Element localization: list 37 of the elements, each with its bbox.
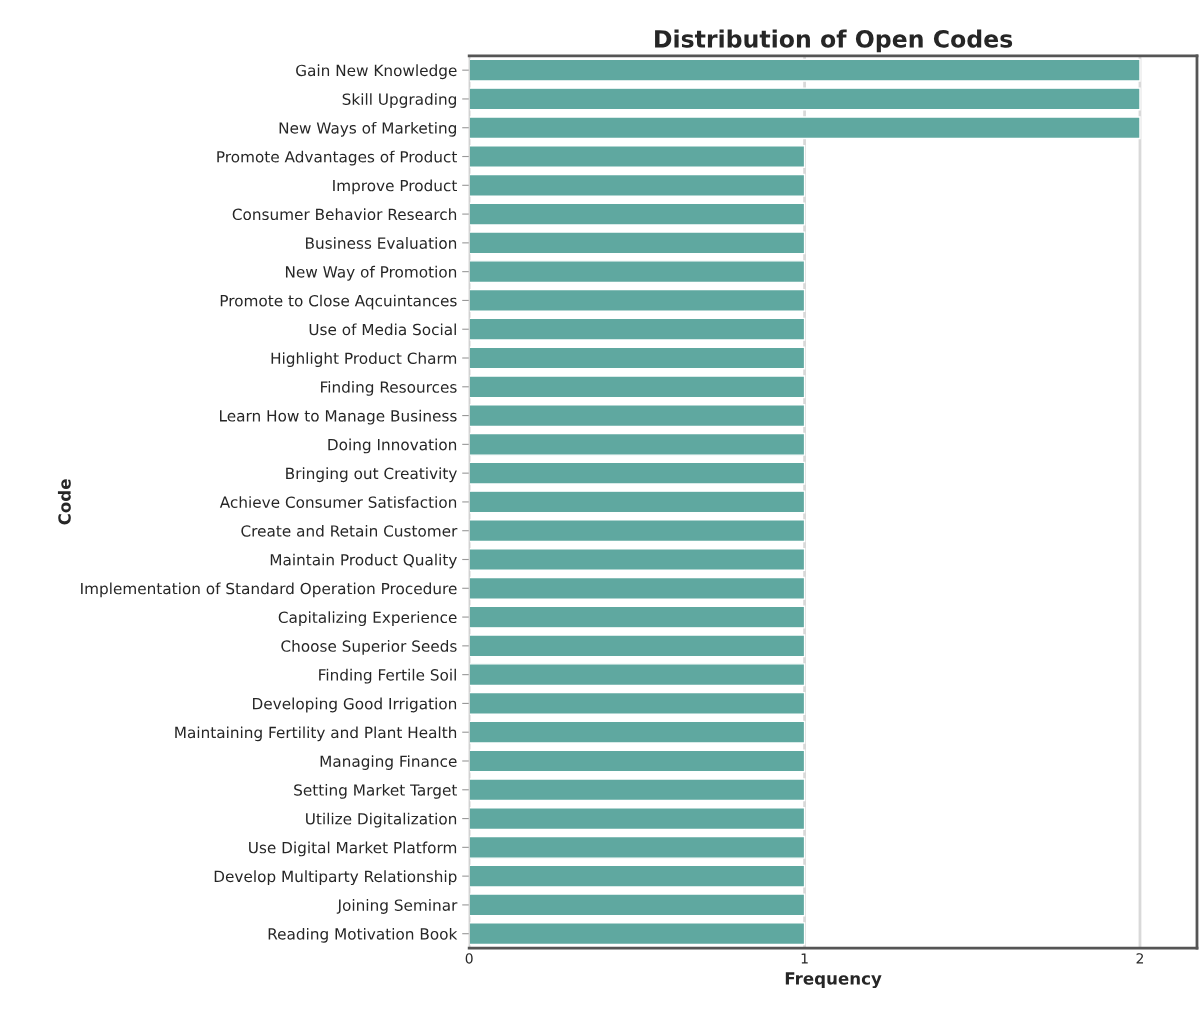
y-tick-label: Maintaining Fertility and Plant Health bbox=[175, 726, 457, 742]
y-tick-label: Create and Retain Customer bbox=[241, 524, 458, 537]
y-tick-label: Learn How to Manage Business bbox=[220, 409, 457, 425]
y-tick-label: Maintain Product Quality bbox=[270, 553, 457, 569]
y-tick-label: Gain New Knowledge bbox=[296, 64, 457, 80]
y-tick-label: Use of Media Social bbox=[309, 323, 456, 336]
y-tick-label: Promote to Close Aqcuintances bbox=[220, 294, 457, 310]
y-tick-label: Finding Resources bbox=[321, 380, 457, 396]
y-tick-label: Consumer Behavior Research bbox=[232, 208, 457, 221]
y-tick-label: Managing Finance bbox=[320, 755, 457, 770]
y-tick-label: Develop Multiparty Relationship bbox=[214, 870, 457, 886]
y-tick-label: Capitalizing Experience bbox=[278, 611, 457, 627]
y-tick-label: Implementation of Standard Operation Procedure bbox=[81, 582, 457, 598]
y-tick-label: Choose Superior Seeds bbox=[281, 640, 457, 655]
x-tick-label: 2 bbox=[1136, 953, 1143, 964]
y-tick-label: Finding Fertile Soil bbox=[319, 668, 456, 684]
y-tick-label: Joining Seminar bbox=[336, 899, 458, 914]
y-tick-label: Setting Market Target bbox=[294, 783, 457, 799]
y-tick-label: New Way of Promotion bbox=[285, 265, 457, 281]
y-tick-label: Highlight Product Charm bbox=[271, 352, 457, 367]
y-tick-label: Doing Innovation bbox=[328, 438, 457, 454]
x-tick-label: 1 bbox=[801, 953, 808, 964]
x-axis-title: Frequency bbox=[785, 972, 882, 989]
y-tick-label: Business Evaluation bbox=[306, 237, 457, 249]
y-tick-label: Skill Upgrading bbox=[342, 93, 456, 108]
y-tick-label: Developing Good Irrigation bbox=[253, 697, 457, 713]
y-tick-label: Promote Advantages of Product bbox=[217, 150, 457, 166]
y-tick-label: Achieve Consumer Satisfaction bbox=[219, 496, 457, 508]
y-axis-title: Code bbox=[57, 479, 71, 525]
y-tick-label: Bringing out Creativity bbox=[286, 467, 457, 483]
y-tick-label: Improve Product bbox=[333, 179, 457, 195]
y-tick-label: Reading Motivation Book bbox=[268, 927, 458, 943]
chart-title: Distribution of Open Codes bbox=[655, 29, 1013, 53]
y-tick-label: Utilize Digitalization bbox=[306, 812, 457, 828]
y-tick-label: New Ways of Marketing bbox=[279, 121, 456, 137]
y-tick-label: Use Digital Market Platform bbox=[249, 841, 457, 857]
x-tick-label: 0 bbox=[465, 953, 473, 964]
